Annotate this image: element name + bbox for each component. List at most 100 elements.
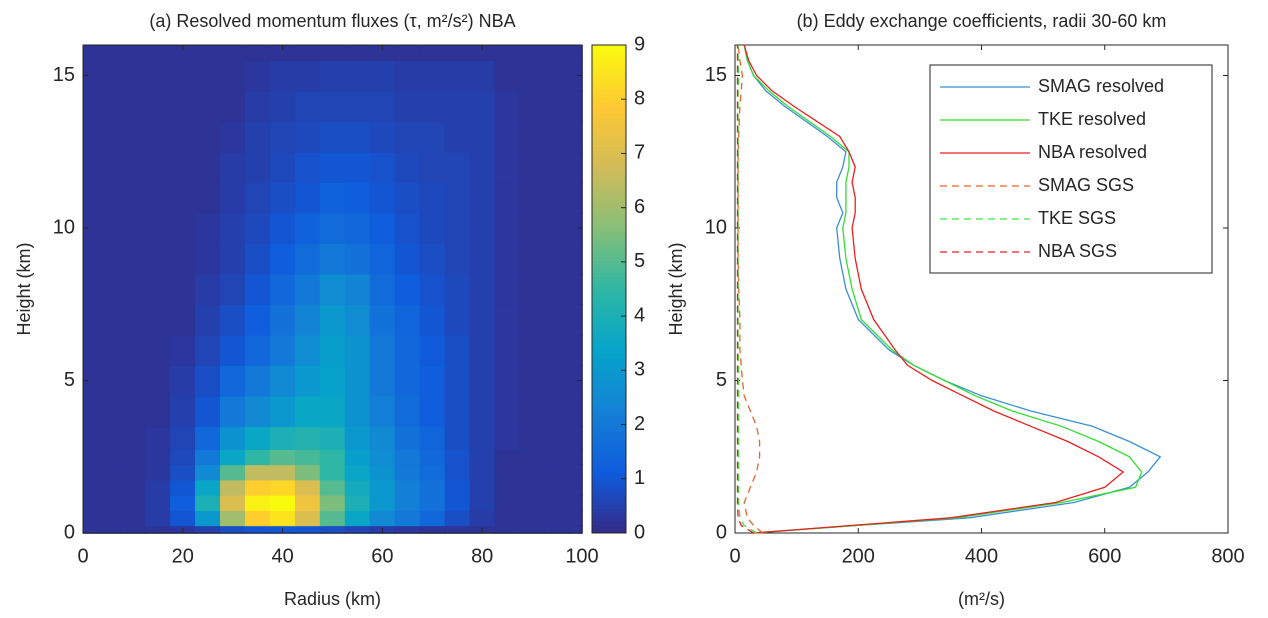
- heatmap-cell: [369, 60, 396, 92]
- colorbar-swatch: [592, 358, 626, 363]
- heatmap-cell: [494, 479, 521, 496]
- heatmap-cell: [319, 243, 346, 275]
- heatmap-cell: [369, 121, 396, 153]
- heatmap-cell: [195, 426, 222, 450]
- heatmap-cell: [394, 212, 421, 245]
- heatmap-cell: [195, 464, 222, 481]
- colorbar-swatch: [592, 191, 626, 196]
- heatmap-cell: [170, 464, 197, 481]
- heatmap-cell: [195, 395, 222, 428]
- colorbar-swatch: [592, 341, 626, 347]
- heatmap-cell: [544, 151, 571, 184]
- heatmap-cell: [220, 395, 246, 428]
- heatmap-cell: [294, 395, 321, 428]
- heatmap-cell: [170, 243, 197, 275]
- heatmap-cell: [195, 212, 222, 245]
- colorbar-swatch: [592, 382, 626, 388]
- heatmap-cell: [95, 151, 122, 184]
- colorbar-swatch: [592, 398, 626, 404]
- heatmap-cell: [544, 365, 571, 397]
- heatmap-cell: [369, 494, 396, 511]
- heatmap-cell: [569, 90, 583, 123]
- heatmap-cell: [519, 494, 546, 511]
- heatmap-cell: [269, 479, 296, 496]
- heatmap-cell: [244, 365, 271, 397]
- colorbar-swatch: [592, 171, 626, 176]
- heatmap-cell: [419, 426, 446, 450]
- heatmap-cell: [294, 525, 321, 534]
- heatmap-cell: [120, 426, 147, 450]
- colorbar-swatch: [592, 459, 626, 465]
- heatmap-cell: [195, 334, 222, 367]
- colorbar-swatch: [592, 199, 626, 205]
- colorbar-swatch: [592, 500, 626, 506]
- heatmap-cell: [444, 273, 471, 306]
- heatmap-cell: [95, 182, 122, 214]
- heatmap-cell: [469, 182, 496, 214]
- heatmap-cell: [170, 494, 197, 511]
- legend-box: [929, 64, 1213, 274]
- heatmap-cell: [444, 448, 471, 466]
- heatmap-cell: [344, 525, 371, 534]
- x-tick-label: 400: [965, 545, 998, 567]
- colorbar-swatch: [592, 114, 626, 119]
- heatmap-cell: [319, 212, 346, 245]
- heatmap-cell: [244, 182, 271, 214]
- heatmap-cell: [319, 334, 346, 367]
- heatmap-cell: [244, 304, 271, 336]
- heatmap-cell: [394, 334, 421, 367]
- heatmap-cell: [82, 494, 97, 511]
- heatmap-cell: [319, 464, 346, 481]
- heatmap-cell: [269, 182, 296, 214]
- colorbar-swatch: [592, 427, 626, 432]
- heatmap-cell: [120, 334, 147, 367]
- heatmap-cell: [469, 509, 496, 527]
- heatmap-cell: [494, 243, 521, 275]
- heatmap-cell: [444, 44, 471, 62]
- colorbar-swatch: [592, 211, 626, 217]
- heatmap-cell: [269, 509, 296, 527]
- heatmap-cell: [220, 426, 246, 450]
- heatmap-cell: [369, 243, 396, 275]
- colorbar-swatch: [592, 484, 626, 489]
- colorbar-tick-label: 9: [634, 33, 645, 55]
- heatmap-cell: [519, 479, 546, 496]
- heatmap-cell: [220, 509, 246, 527]
- heatmap-cell: [369, 304, 396, 336]
- x-tick-label: 0: [77, 545, 88, 567]
- heatmap-cell: [419, 121, 446, 153]
- heatmap-cell: [82, 182, 97, 214]
- heatmap-cell: [145, 509, 172, 527]
- heatmap-cell: [369, 509, 396, 527]
- legend-label: SMAG SGS: [1038, 175, 1134, 195]
- heatmap-cell: [369, 212, 396, 245]
- heatmap-cell: [394, 60, 421, 92]
- heatmap-cell: [269, 448, 296, 466]
- heatmap-cell: [519, 243, 546, 275]
- heatmap-cell: [344, 60, 371, 92]
- heatmap-cell: [120, 151, 147, 184]
- heatmap-cell: [344, 44, 371, 62]
- heatmap-cell: [544, 395, 571, 428]
- heatmap-cell: [95, 494, 122, 511]
- heatmap-cell: [394, 182, 421, 214]
- heatmap-cell: [120, 509, 147, 527]
- heatmap-cell: [494, 525, 521, 534]
- colorbar-swatch: [592, 69, 626, 74]
- heatmap-cell: [269, 426, 296, 450]
- heatmap-cell: [344, 334, 371, 367]
- heatmap-cell: [419, 212, 446, 245]
- heatmap-cell: [444, 464, 471, 481]
- heatmap-cell: [494, 273, 521, 306]
- heatmap-cell: [369, 273, 396, 306]
- legend-label: NBA resolved: [1038, 142, 1147, 162]
- colorbar-swatch: [592, 240, 626, 245]
- heatmap-cell: [170, 365, 197, 397]
- colorbar-swatch: [592, 297, 626, 302]
- heatmap-cell: [319, 365, 346, 397]
- heatmap-cell: [544, 182, 571, 214]
- heatmap-cell: [319, 60, 346, 92]
- heatmap-cell: [444, 60, 471, 92]
- heatmap-cell: [170, 151, 197, 184]
